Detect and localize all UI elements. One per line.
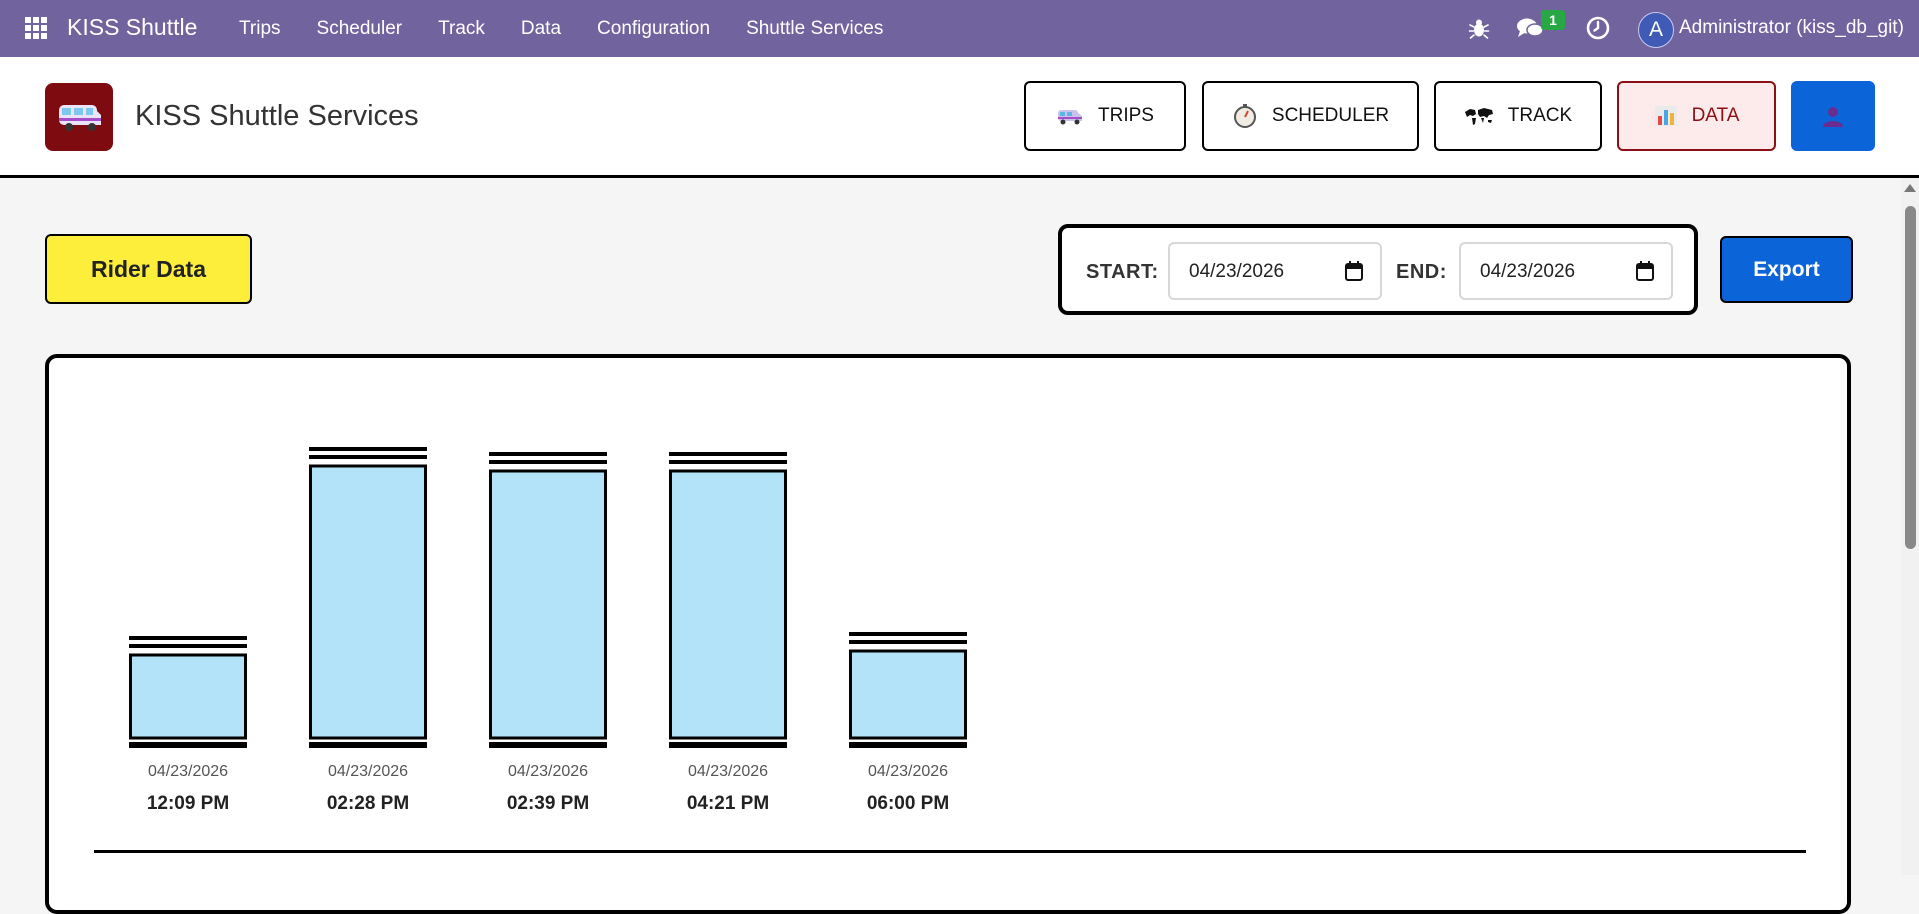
chart-bar-cap: [849, 640, 967, 644]
app-logo: [45, 83, 113, 151]
rider-bar-chart: 04/23/2026 12:09 PM 04/23/2026 02:28 PM 04/2…: [94, 447, 1806, 853]
chart-bar-cap: [309, 447, 427, 451]
chart-bar-cap: [669, 460, 787, 464]
menu-shuttle-services[interactable]: Shuttle Services: [746, 18, 884, 39]
chart-bar-base: [669, 742, 787, 748]
clock-icon[interactable]: [1585, 15, 1611, 41]
chart-bar-base: [489, 742, 607, 748]
data-button-label: DATA: [1691, 105, 1740, 126]
main-menu: Trips Scheduler Track Data Configuration…: [221, 0, 901, 57]
trips-button-label: TRIPS: [1098, 105, 1154, 126]
bug-icon[interactable]: [1466, 15, 1492, 41]
chart-bar-cap: [309, 455, 427, 459]
chart-bar-cap: [129, 636, 247, 640]
chart-x-axis: [94, 850, 1806, 853]
chart-bar: [849, 649, 967, 740]
chart-bar: [309, 464, 427, 740]
end-date-label: END:: [1396, 261, 1447, 283]
calendar-icon[interactable]: [1344, 260, 1364, 282]
data-button[interactable]: DATA: [1617, 81, 1776, 151]
menu-data[interactable]: Data: [520, 18, 562, 39]
rider-chart-card: 04/23/2026 12:09 PM 04/23/2026 02:28 PM 04/2…: [45, 354, 1851, 914]
top-navbar: KISS Shuttle Trips Scheduler Track Data …: [0, 0, 1919, 57]
scroll-thumb[interactable]: [1905, 206, 1916, 549]
user-icon: [1823, 107, 1843, 127]
chart-bar: [129, 653, 247, 740]
chart-tick-date: 04/23/2026: [688, 763, 768, 780]
stopwatch-icon: [1233, 104, 1256, 128]
scroll-up-arrow-icon[interactable]: [1904, 184, 1916, 192]
chart-bar: [669, 469, 787, 740]
chart-bar-base: [849, 742, 967, 748]
avatar[interactable]: A: [1638, 12, 1674, 48]
start-date-input[interactable]: 04/23/2026: [1168, 242, 1382, 300]
page-scrollbar[interactable]: [1901, 178, 1919, 875]
chart-tick-time: 12:09 PM: [147, 793, 229, 814]
end-date-value: 04/23/2026: [1480, 261, 1576, 282]
world-map-icon: [1464, 108, 1493, 125]
export-button[interactable]: Export: [1720, 236, 1853, 303]
chart-tick-time: 02:28 PM: [327, 793, 409, 814]
shuttle-van-icon: [59, 105, 101, 131]
menu-track[interactable]: Track: [438, 18, 485, 39]
user-button[interactable]: [1791, 81, 1875, 151]
chart-tick-date: 04/23/2026: [328, 763, 408, 780]
chart-tick-date: 04/23/2026: [868, 763, 948, 780]
track-button[interactable]: TRACK: [1434, 81, 1602, 151]
chart-bar-cap: [669, 452, 787, 456]
trips-button[interactable]: TRIPS: [1024, 81, 1186, 151]
calendar-icon[interactable]: [1635, 260, 1655, 282]
message-count-badge: 1: [1541, 10, 1565, 30]
chart-tick-time: 02:39 PM: [507, 793, 589, 814]
user-menu[interactable]: Administrator (kiss_db_git): [1679, 17, 1904, 38]
chart-tick-time: 06:00 PM: [867, 793, 949, 814]
menu-configuration[interactable]: Configuration: [597, 18, 711, 39]
page-header: KISS Shuttle Services TRIPS SCHEDULER: [0, 57, 1919, 178]
chart-bar-base: [129, 742, 247, 748]
chat-icon[interactable]: [1516, 15, 1544, 41]
rider-data-button[interactable]: Rider Data: [45, 234, 252, 304]
page-title: KISS Shuttle Services: [135, 100, 419, 132]
brand-name[interactable]: KISS Shuttle: [67, 14, 198, 40]
date-range-filter: START: 04/23/2026 END: 04/23/2026: [1058, 224, 1698, 315]
end-date-input[interactable]: 04/23/2026: [1459, 242, 1673, 300]
shuttle-van-icon: [1058, 110, 1083, 125]
bar-chart-icon: [1654, 106, 1677, 126]
chart-bar-base: [309, 742, 427, 748]
chart-tick-date: 04/23/2026: [508, 763, 588, 780]
scheduler-button-label: SCHEDULER: [1271, 105, 1390, 126]
chart-bar-cap: [129, 644, 247, 648]
track-button-label: TRACK: [1507, 105, 1573, 126]
chart-bar-cap: [849, 632, 967, 636]
chart-tick-time: 04:21 PM: [687, 793, 769, 814]
start-date-value: 04/23/2026: [1189, 261, 1285, 282]
scheduler-button[interactable]: SCHEDULER: [1202, 81, 1419, 151]
chart-bar-cap: [489, 452, 607, 456]
menu-trips[interactable]: Trips: [239, 18, 281, 39]
menu-scheduler[interactable]: Scheduler: [316, 18, 403, 39]
apps-grid-icon[interactable]: [24, 16, 48, 40]
start-date-label: START:: [1086, 261, 1159, 283]
chart-bar-cap: [489, 460, 607, 464]
chart-bar: [489, 469, 607, 740]
chart-tick-date: 04/23/2026: [148, 763, 228, 780]
